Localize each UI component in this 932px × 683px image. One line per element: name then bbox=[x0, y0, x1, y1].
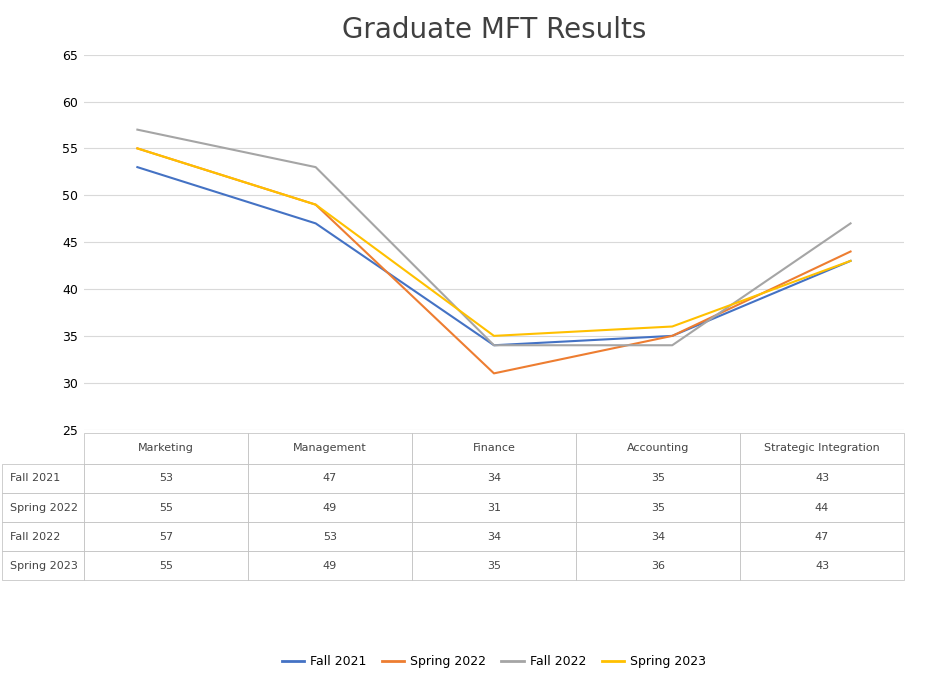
Legend: Fall 2021, Spring 2022, Fall 2022, Spring 2023: Fall 2021, Spring 2022, Fall 2022, Sprin… bbox=[277, 650, 711, 673]
Title: Graduate MFT Results: Graduate MFT Results bbox=[342, 16, 646, 44]
